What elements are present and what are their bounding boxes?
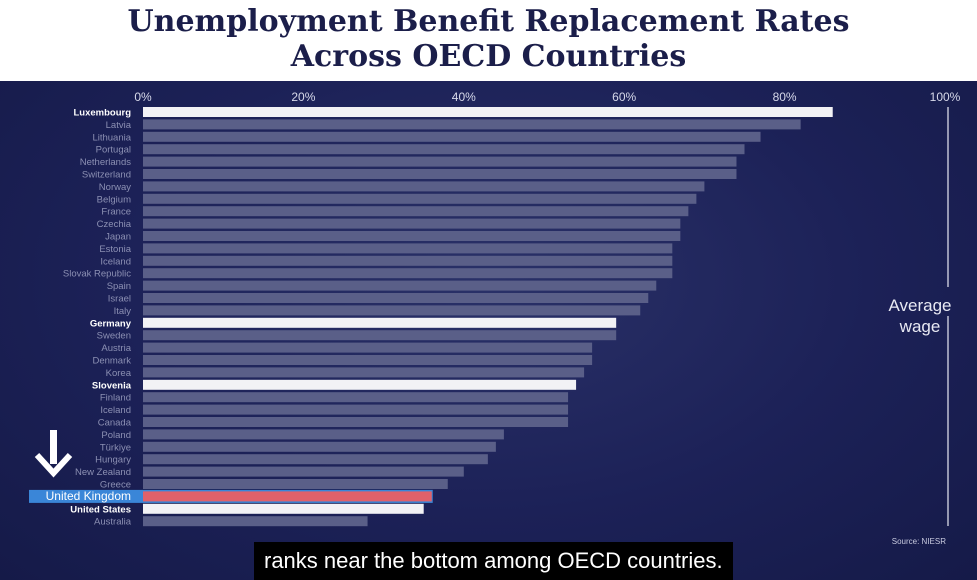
bar [143, 479, 448, 489]
bar [143, 107, 833, 117]
bar [143, 131, 761, 142]
bar [143, 255, 673, 266]
category-label: Switzerland [82, 170, 131, 181]
bar [143, 119, 801, 130]
category-label: Portugal [96, 145, 131, 156]
x-tick-label: 60% [612, 90, 636, 104]
bar [143, 218, 681, 229]
category-label: Austria [101, 343, 131, 354]
bar [143, 181, 705, 192]
category-label: Israel [108, 294, 131, 305]
bar [143, 379, 577, 390]
category-label: Czechia [97, 219, 132, 230]
bar [143, 491, 432, 502]
average-wage-label: Average wage [870, 295, 970, 337]
bar [143, 404, 569, 415]
category-label: Canada [98, 418, 132, 429]
category-label: Slovak Republic [63, 269, 131, 280]
category-label: Luxembourg [73, 108, 131, 119]
category-label: Australia [94, 517, 132, 528]
bar [143, 144, 745, 155]
x-tick-label: 20% [291, 90, 315, 104]
category-label: Iceland [100, 405, 131, 416]
bar [143, 305, 641, 316]
title-line-2: Across OECD Countries [290, 39, 687, 74]
category-label: Greece [100, 480, 131, 491]
category-label: Slovenia [92, 380, 132, 391]
x-tick-label: 0% [134, 90, 152, 104]
bar [143, 503, 424, 514]
average-wage-label-line-2: wage [899, 317, 941, 336]
bar [143, 193, 697, 204]
category-label: Japan [105, 232, 131, 243]
bar [143, 342, 593, 353]
bar [143, 293, 649, 303]
chart-area: 0% 20% 40% 60% 80% 100% Luxembourg Latvia Lithua… [0, 81, 977, 580]
category-label: Norway [99, 182, 131, 193]
source-note: Source: NIESR [891, 537, 946, 546]
bar [143, 206, 689, 217]
bar [143, 441, 496, 452]
subtitle-caption: ranks near the bottom among OECD countri… [254, 542, 733, 580]
bar [143, 330, 617, 341]
category-label: Latvia [106, 120, 132, 131]
category-label: Poland [101, 430, 131, 441]
category-label: Finland [100, 393, 131, 404]
category-label: Türkiye [100, 442, 131, 453]
category-label: Italy [114, 306, 132, 317]
bar [143, 367, 585, 378]
bar [143, 392, 569, 403]
category-label: Iceland [100, 256, 131, 267]
category-label: Hungary [95, 455, 131, 466]
category-label: France [101, 207, 131, 218]
bar [143, 156, 737, 167]
bar [143, 280, 657, 291]
category-label: Netherlands [80, 157, 131, 168]
bar [143, 169, 737, 179]
x-tick-label: 80% [773, 90, 797, 104]
bar [143, 454, 488, 465]
chart-title: Unemployment Benefit Replacement Rates A… [0, 0, 977, 80]
category-label: Sweden [97, 331, 131, 342]
category-label: Belgium [97, 194, 131, 205]
bar [143, 429, 504, 440]
category-label: Spain [107, 281, 131, 292]
x-tick-label: 100% [930, 90, 961, 104]
category-label: Denmark [92, 356, 131, 367]
down-arrow-icon [34, 430, 73, 478]
bar [143, 268, 673, 279]
bar [143, 516, 368, 527]
category-label: United States [70, 504, 131, 515]
bar [143, 417, 569, 427]
bar [143, 243, 673, 254]
category-label: United Kingdom [46, 489, 131, 503]
bar-chart: 0% 20% 40% 60% 80% 100% LuxembourgLatviaLithua… [29, 90, 961, 528]
bar [143, 355, 593, 365]
bar [143, 317, 617, 328]
average-wage-label-line-1: Average [888, 296, 952, 315]
title-line-1: Unemployment Benefit Replacement Rates [127, 4, 850, 39]
x-tick-label: 40% [452, 90, 476, 104]
bar [143, 466, 464, 477]
category-label: Korea [106, 368, 132, 379]
category-label: Germany [90, 318, 132, 329]
category-label: Lithuania [92, 132, 131, 143]
category-label: New Zealand [75, 467, 131, 478]
bar [143, 231, 681, 241]
category-label: Estonia [99, 244, 131, 255]
